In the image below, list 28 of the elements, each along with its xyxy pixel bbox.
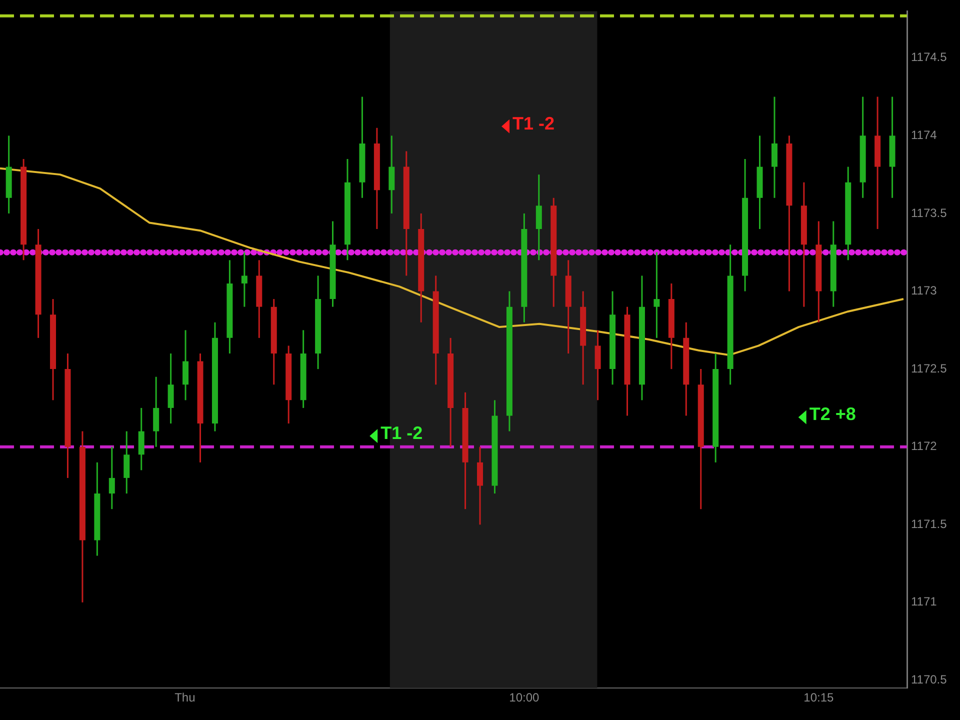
candlestick (388, 134, 395, 214)
candlestick (594, 329, 601, 401)
y-tick-label: 1173 (911, 284, 938, 298)
candlestick (182, 329, 189, 401)
candlestick (124, 430, 130, 494)
y-tick-label: 1172 (911, 439, 938, 454)
candlestick (536, 174, 542, 261)
candlestick (771, 96, 778, 199)
candlestick (138, 407, 144, 471)
x-tick-label: Thu (174, 690, 196, 705)
x-tick-label: 10:15 (804, 690, 834, 705)
annotation: T1 -2 (380, 422, 423, 443)
candlestick (477, 446, 484, 526)
candlestick (654, 252, 660, 339)
y-tick-label: 1171 (911, 594, 938, 609)
y-tick-label: 1173.5 (911, 206, 948, 220)
candlestick (153, 376, 160, 448)
candlestick (108, 446, 115, 510)
y-tick-label: 1174 (911, 128, 938, 142)
y-tick-label: 1170.5 (911, 672, 948, 687)
y-tick-label: 1172.5 (911, 361, 948, 376)
y-tick-label: 1174.5 (911, 50, 948, 64)
annotation: T1 -2 (512, 113, 555, 134)
candlestick (241, 252, 248, 308)
annotation: T2 +8 (809, 404, 856, 424)
y-tick-label: 1171.5 (911, 516, 948, 531)
candlestick (168, 352, 174, 424)
x-tick-label: 10:00 (509, 690, 540, 705)
